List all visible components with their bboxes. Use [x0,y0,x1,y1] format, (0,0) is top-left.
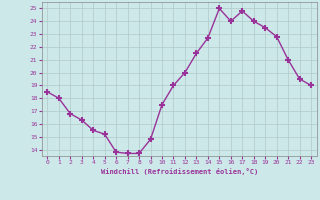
X-axis label: Windchill (Refroidissement éolien,°C): Windchill (Refroidissement éolien,°C) [100,168,258,175]
